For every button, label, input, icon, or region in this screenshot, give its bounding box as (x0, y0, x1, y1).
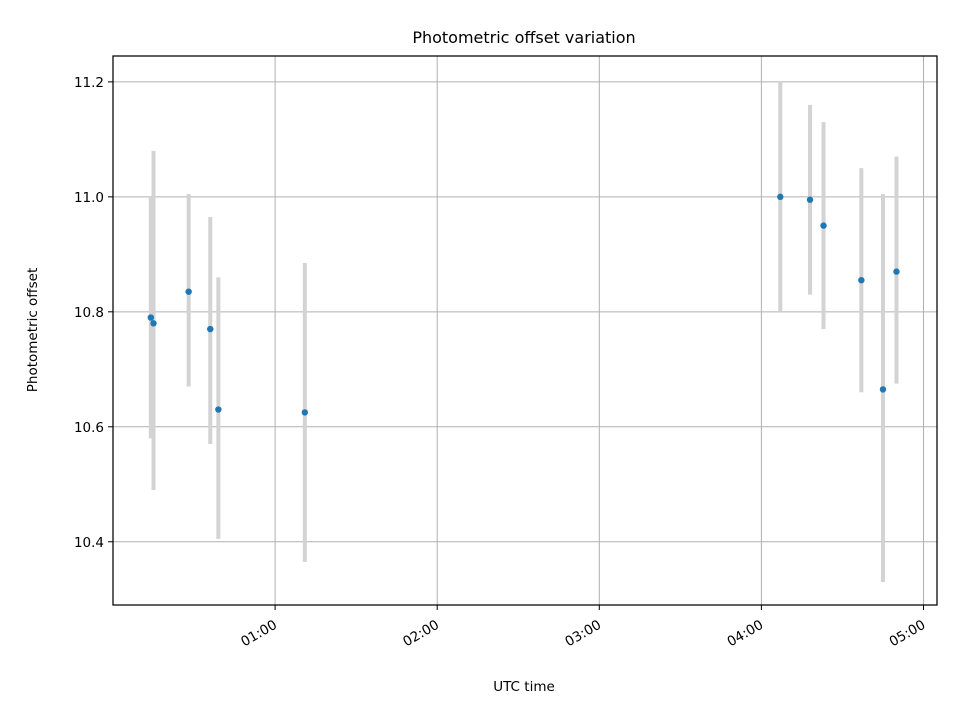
x-tick-label: 02:00 (400, 617, 442, 650)
y-axis-ticks: 10.4 10.6 10.8 11.0 11.2 (74, 75, 113, 551)
data-point (806, 196, 814, 203)
x-axis-label: UTC time (493, 679, 555, 695)
data-point (150, 320, 157, 327)
plot-frame (112, 55, 938, 606)
data-point (185, 288, 192, 295)
x-tick-label: 01:00 (238, 617, 280, 650)
y-tick-label: 11.0 (74, 190, 104, 206)
data-point (777, 193, 784, 201)
chart-title: Photometric offset variation (412, 28, 635, 47)
y-axis-label: Photometric offset (25, 268, 41, 392)
x-tick-label: 05:00 (887, 617, 929, 650)
data-point (858, 276, 865, 284)
data-point (147, 314, 155, 321)
data-points (147, 193, 900, 416)
data-point (207, 325, 214, 333)
y-tick-label: 10.8 (74, 305, 104, 321)
data-point (879, 386, 887, 393)
error-bars (148, 81, 899, 583)
y-tick-label: 10.6 (74, 420, 104, 436)
x-axis-ticks: 01:00 02:00 03:00 04:00 05:00 (238, 605, 928, 650)
y-tick-label: 11.2 (74, 75, 104, 91)
y-tick-label: 10.4 (74, 535, 104, 551)
x-tick-label: 04:00 (724, 617, 766, 650)
data-point (215, 406, 222, 413)
data-point (893, 268, 900, 275)
data-point (820, 222, 827, 229)
x-tick-label: 03:00 (562, 617, 604, 650)
data-point (301, 409, 309, 416)
grid-lines (113, 56, 937, 605)
